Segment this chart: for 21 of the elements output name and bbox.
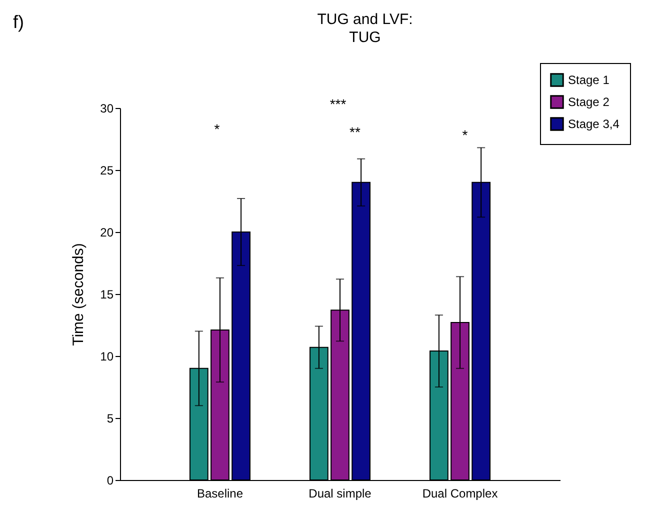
annotation: * <box>462 127 468 143</box>
y-tick-label: 25 <box>100 164 114 178</box>
annotation: *** <box>330 96 347 112</box>
text: f) <box>13 12 24 32</box>
legend-label: Stage 2 <box>568 95 610 109</box>
y-axis-title: Time (seconds) <box>70 243 88 346</box>
x-tick-label: Dual simple <box>308 486 372 500</box>
chart-subtitle: TUG <box>349 29 381 46</box>
chart-title: TUG and LVF: <box>317 11 413 28</box>
legend-label: Stage 3,4 <box>568 117 620 131</box>
y-tick-label: 10 <box>100 350 114 364</box>
x-tick-label: Dual Complex <box>422 486 498 500</box>
x-tick-label: Baseline <box>196 486 244 500</box>
y-tick-label: 15 <box>100 288 114 302</box>
y-tick-label: 0 <box>106 474 114 488</box>
legend-label: Stage 1 <box>568 73 610 87</box>
annotation: * <box>214 121 220 137</box>
y-tick-label: 30 <box>100 102 114 116</box>
annotation: ** <box>350 124 361 140</box>
y-tick-label: 5 <box>106 412 114 426</box>
y-tick-label: 20 <box>100 226 114 240</box>
